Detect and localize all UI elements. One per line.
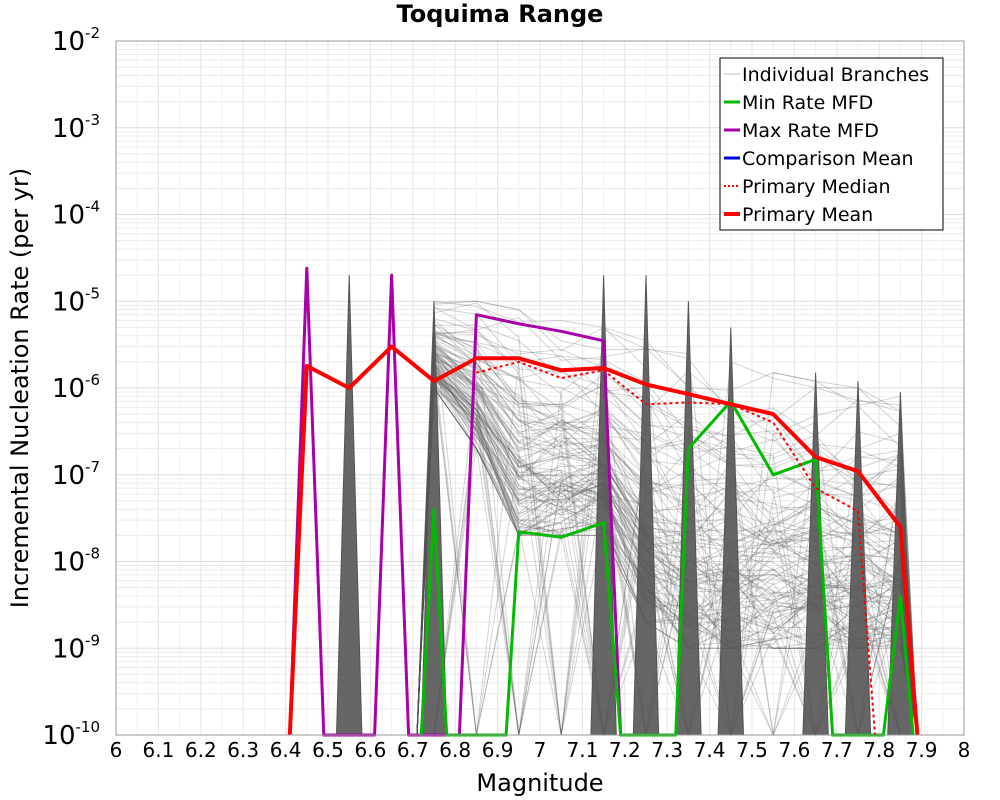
branch-line bbox=[416, 345, 918, 736]
branch-line bbox=[416, 332, 918, 736]
x-tick-label: 6.3 bbox=[227, 738, 259, 762]
branch-line bbox=[416, 302, 918, 736]
y-tick-label: 10-4 bbox=[52, 198, 100, 231]
x-tick-label: 7.3 bbox=[651, 738, 683, 762]
x-tick-label: 7.7 bbox=[821, 738, 853, 762]
legend-label: Individual Branches bbox=[742, 64, 929, 86]
x-tick-label: 7.5 bbox=[736, 738, 768, 762]
x-axis-label: Magnitude bbox=[476, 769, 603, 797]
branch-line bbox=[416, 353, 918, 736]
branch-line bbox=[416, 329, 918, 736]
x-tick-label: 7.4 bbox=[694, 738, 726, 762]
legend-box bbox=[719, 57, 944, 231]
branch-line bbox=[416, 351, 918, 736]
branch-line bbox=[416, 352, 918, 736]
branch-line bbox=[416, 337, 918, 736]
branch-line bbox=[416, 300, 918, 736]
branch-line bbox=[416, 332, 918, 736]
branch-line bbox=[416, 318, 918, 736]
x-axis-ticks: 6 6.1 6.2 6.3 6.4 6.5 6.6 6.7 6.8 6.9 7 7.1 7.2 7.3 7.… bbox=[110, 738, 971, 762]
branch-line bbox=[416, 317, 918, 736]
branch-line bbox=[416, 359, 918, 736]
branch-line bbox=[416, 343, 918, 736]
branch-line bbox=[416, 357, 918, 736]
x-tick-label: 6.9 bbox=[482, 738, 514, 762]
x-tick-label: 7.1 bbox=[566, 738, 598, 762]
chart-title: Toquima Range bbox=[397, 0, 604, 28]
series-primary-median bbox=[476, 360, 876, 736]
branch-line bbox=[416, 365, 918, 736]
x-tick-label: 7.6 bbox=[778, 738, 810, 762]
legend-label: Comparison Mean bbox=[742, 148, 914, 170]
x-tick-label: 8 bbox=[958, 738, 971, 762]
y-tick-label: 10-8 bbox=[52, 545, 100, 578]
y-tick-label: 10-10 bbox=[42, 718, 100, 751]
branch-line bbox=[416, 359, 918, 736]
y-tick-label: 10-9 bbox=[52, 631, 100, 664]
x-tick-label: 6.7 bbox=[397, 738, 429, 762]
legend-label: Primary Median bbox=[742, 176, 891, 198]
x-tick-label: 6.8 bbox=[439, 738, 471, 762]
branch-line bbox=[416, 353, 918, 736]
branch-line bbox=[416, 356, 918, 736]
branch-line bbox=[416, 359, 918, 736]
branch-line bbox=[416, 306, 918, 736]
branch-line bbox=[416, 349, 918, 736]
branch-line bbox=[416, 334, 918, 736]
legend-label: Min Rate MFD bbox=[742, 92, 873, 114]
legend: Individual Branches Min Rate MFD Max Rate … bbox=[719, 57, 944, 231]
branch-line bbox=[416, 323, 918, 736]
x-tick-label: 7 bbox=[534, 738, 547, 762]
individual-branches bbox=[335, 275, 918, 737]
y-tick-label: 10-5 bbox=[52, 284, 100, 317]
branch-line bbox=[416, 356, 918, 736]
branch-line bbox=[416, 353, 918, 736]
series-primary-mean bbox=[287, 344, 920, 736]
x-tick-label: 6.5 bbox=[312, 738, 344, 762]
legend-label: Max Rate MFD bbox=[742, 120, 879, 142]
branch-line bbox=[416, 348, 918, 736]
x-tick-label: 6.4 bbox=[270, 738, 302, 762]
legend-label: Primary Mean bbox=[742, 204, 873, 226]
x-tick-label: 7.2 bbox=[609, 738, 641, 762]
branch-line bbox=[416, 364, 918, 736]
branch-line bbox=[416, 344, 918, 736]
branch-line bbox=[416, 307, 918, 736]
y-tick-label: 10-3 bbox=[52, 111, 100, 144]
branch-line bbox=[416, 300, 918, 736]
x-tick-label: 7.9 bbox=[906, 738, 938, 762]
branch-line bbox=[416, 331, 918, 736]
x-tick-label: 6 bbox=[110, 738, 123, 762]
x-tick-label: 6.6 bbox=[354, 738, 386, 762]
y-axis-label: Incremental Nucleation Rate (per yr) bbox=[6, 168, 34, 608]
x-tick-label: 6.2 bbox=[185, 738, 217, 762]
y-tick-label: 10-7 bbox=[52, 458, 100, 491]
y-axis-ticks: 10-10 10-9 10-8 10-7 10-6 10-5 10-4 10-3 10-2 bbox=[42, 24, 100, 751]
branch-line bbox=[416, 347, 918, 736]
plot-frame bbox=[115, 40, 965, 736]
x-tick-label: 7.8 bbox=[863, 738, 895, 762]
branch-line bbox=[416, 337, 918, 736]
branch-line bbox=[416, 335, 918, 736]
y-tick-label: 10-6 bbox=[52, 371, 100, 404]
y-tick-label: 10-2 bbox=[52, 24, 100, 57]
branch-line bbox=[416, 365, 918, 736]
branch-line bbox=[416, 352, 918, 736]
branch-line bbox=[416, 300, 918, 736]
branch-line bbox=[416, 340, 918, 736]
branch-line bbox=[416, 356, 918, 736]
branch-line bbox=[416, 333, 918, 736]
x-tick-label: 6.1 bbox=[142, 738, 174, 762]
branch-line bbox=[416, 347, 918, 736]
branch-line bbox=[416, 351, 918, 736]
branch-line bbox=[416, 342, 918, 736]
branch-line bbox=[416, 351, 918, 736]
branch-line bbox=[416, 347, 918, 736]
